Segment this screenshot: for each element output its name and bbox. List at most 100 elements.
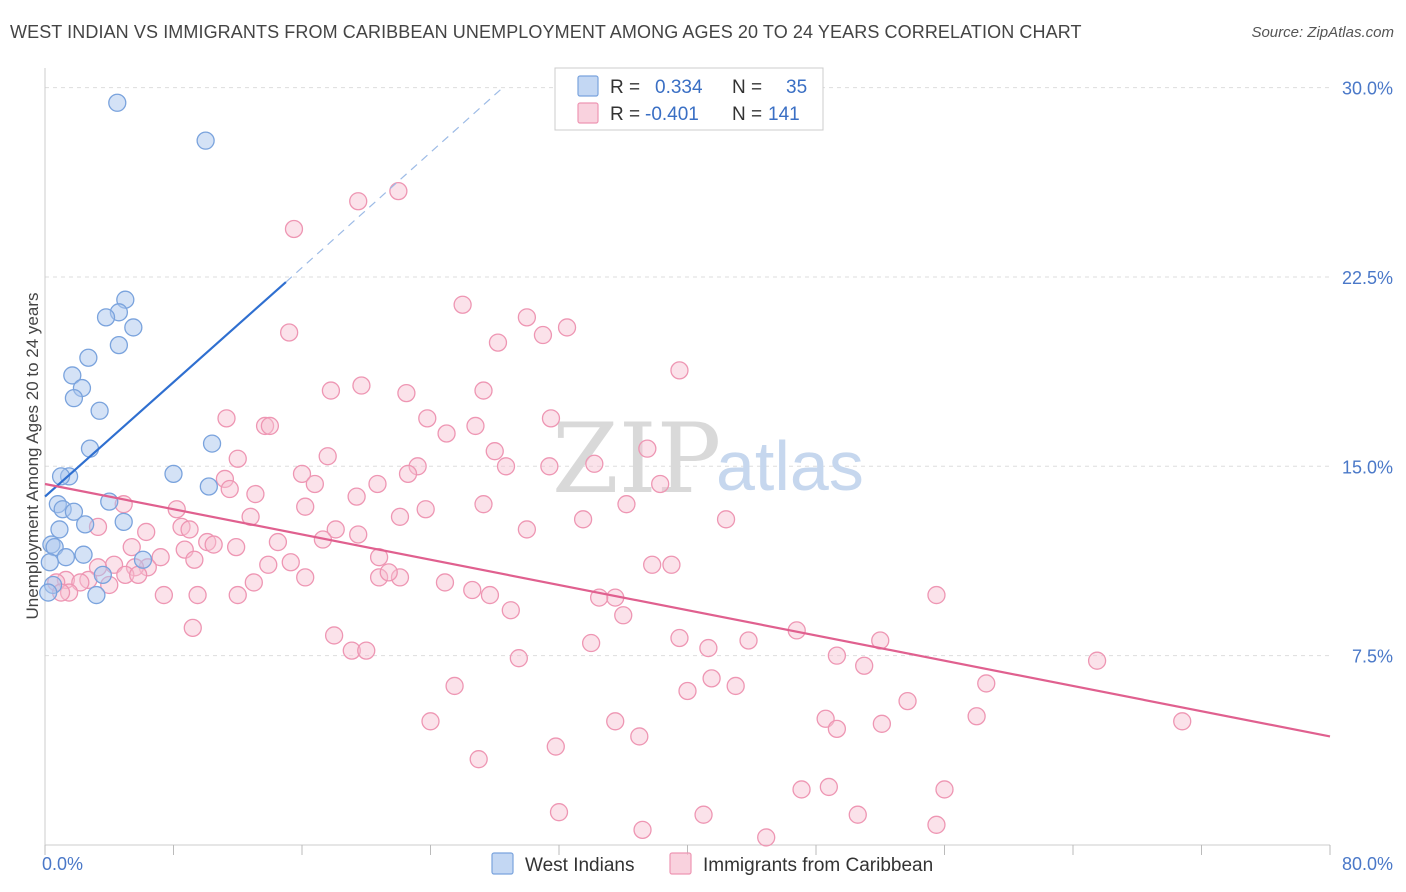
legend-swatch-caribbean	[577, 102, 599, 124]
x-tick-label: 80.0%	[1342, 854, 1393, 874]
caribbean-point	[488, 333, 508, 352]
caribbean-point	[204, 535, 223, 554]
west-indian-trend-extension	[285, 87, 504, 283]
caribbean-point	[827, 719, 847, 739]
caribbean-point	[321, 381, 341, 400]
caribbean-point	[757, 828, 776, 847]
caribbean-point	[260, 416, 280, 436]
west-indian-point	[74, 545, 93, 564]
caribbean-point	[326, 520, 345, 539]
caribbean-point	[469, 750, 488, 769]
watermark-atlas: atlas	[716, 427, 864, 505]
y-tick-labels: 7.5% 15.0% 22.5% 30.0%	[1342, 79, 1393, 667]
west-indian-point	[96, 308, 116, 327]
caribbean-point	[357, 641, 376, 660]
series-legend-swatch-west-indians	[491, 852, 514, 875]
legend: R = 0.334 N = 35 R = -0.401 N = 141	[554, 67, 824, 131]
caribbean-point	[389, 181, 408, 201]
west-indian-point	[202, 434, 222, 453]
west-indian-point	[124, 318, 143, 337]
caribbean-point	[643, 555, 662, 574]
caribbean-point	[437, 424, 456, 443]
caribbean-point	[546, 737, 565, 756]
caribbean-point	[369, 568, 389, 587]
caribbean-point	[349, 525, 368, 544]
caribbean-point	[651, 474, 670, 494]
legend-n-label: N =	[732, 77, 762, 98]
caribbean-point	[581, 633, 601, 653]
legend-n-value: 141	[768, 104, 800, 125]
caribbean-point	[296, 568, 315, 587]
x-tick-labels: 0.0% 80.0%	[42, 854, 1393, 874]
caribbean-point	[259, 555, 278, 574]
chart-title: WEST INDIAN VS IMMIGRANTS FROM CARIBBEAN…	[10, 22, 1082, 42]
caribbean-point	[927, 585, 946, 605]
legend-n-value: 35	[786, 77, 807, 98]
caribbean-point	[129, 565, 148, 585]
caribbean-point	[699, 638, 718, 658]
west-indian-point	[90, 401, 109, 420]
caribbean-point	[228, 449, 247, 468]
caribbean-point	[739, 631, 758, 650]
caribbean-point	[180, 520, 199, 539]
x-tick-label: 0.0%	[42, 854, 83, 874]
caribbean-point	[935, 780, 954, 799]
caribbean-point	[549, 803, 569, 822]
legend-box	[554, 67, 824, 131]
caribbean-point	[702, 669, 721, 688]
caribbean-point	[1173, 712, 1192, 731]
series-legend-west-indians: West Indians	[525, 855, 634, 876]
caribbean-point	[281, 553, 300, 572]
caribbean-point	[827, 646, 847, 665]
caribbean-point	[967, 707, 986, 726]
caribbean-point	[318, 447, 337, 466]
caribbean-point	[501, 601, 520, 620]
caribbean-point	[342, 641, 361, 660]
west-indian-point	[199, 477, 218, 496]
caribbean-point	[474, 381, 493, 400]
caribbean-point	[614, 606, 633, 625]
caribbean-point	[379, 563, 398, 582]
caribbean-point	[670, 628, 689, 648]
y-tick-label: 15.0%	[1342, 457, 1393, 477]
caribbean-point	[606, 712, 625, 731]
caribbean-point	[188, 585, 207, 605]
caribbean-point	[435, 573, 455, 592]
caribbean-point	[352, 376, 371, 395]
caribbean-point	[154, 585, 174, 605]
caribbean-point	[617, 495, 636, 514]
west-indian-point	[64, 388, 84, 408]
caribbean-point	[296, 497, 315, 516]
caribbean-point	[185, 550, 204, 569]
source-label: Source: ZipAtlas.com	[1251, 24, 1394, 41]
caribbean-point	[855, 656, 874, 675]
west-indian-point	[93, 565, 112, 585]
y-tick-label: 22.5%	[1342, 268, 1393, 288]
caribbean-point	[390, 568, 410, 587]
caribbean-point	[390, 507, 410, 526]
caribbean-point	[215, 469, 235, 489]
caribbean-point	[183, 618, 202, 638]
caribbean-point	[1087, 651, 1107, 670]
caribbean-point	[898, 691, 917, 711]
caribbean-point	[445, 676, 464, 696]
caribbean-point	[220, 479, 239, 499]
y-tick-label: 7.5%	[1352, 647, 1393, 667]
caribbean-point	[694, 805, 713, 824]
caribbean-point	[116, 565, 135, 585]
legend-r-label: R =	[610, 104, 640, 125]
caribbean-point	[585, 454, 604, 473]
caribbean-point	[217, 409, 236, 428]
caribbean-point	[670, 361, 689, 380]
caribbean-point	[509, 649, 528, 668]
caribbean-point	[630, 727, 649, 746]
legend-n-label: N =	[732, 104, 762, 125]
caribbean-point	[324, 626, 344, 645]
west-indian-point	[164, 464, 183, 484]
caribbean-point	[347, 487, 366, 506]
caribbean-point	[678, 681, 697, 701]
caribbean-point	[533, 325, 553, 345]
west-indian-point	[63, 366, 82, 385]
caribbean-point	[226, 537, 246, 557]
